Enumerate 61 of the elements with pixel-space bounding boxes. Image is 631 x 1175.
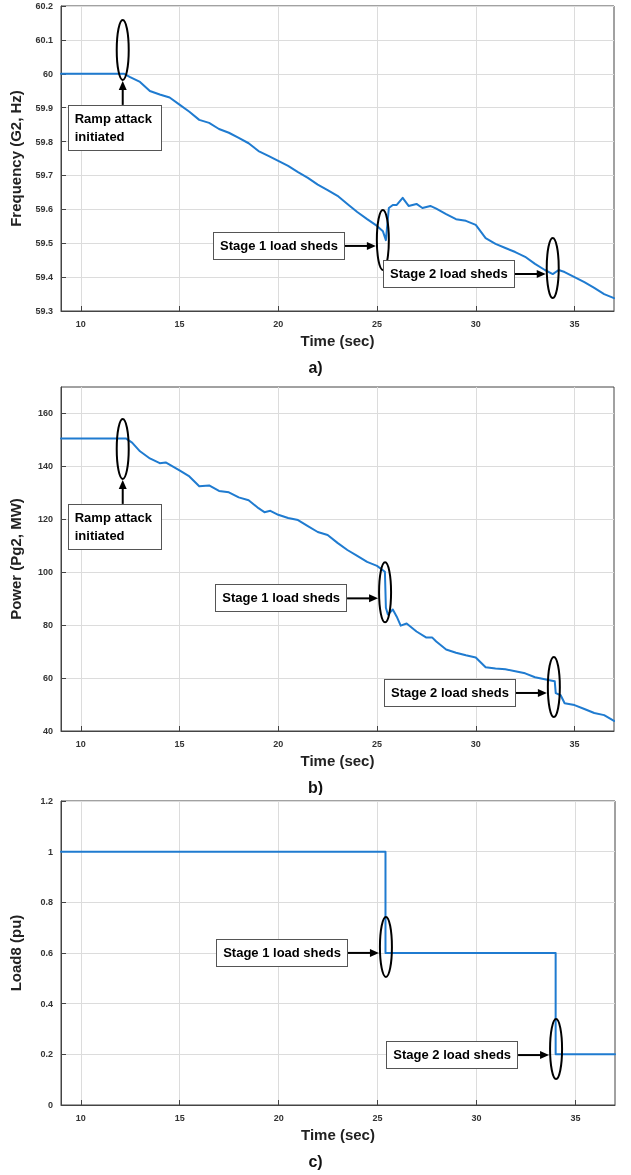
y-tick-label: 59.6: [35, 204, 53, 215]
x-tick-label: 15: [174, 318, 185, 329]
x-tick-label: 35: [569, 738, 580, 749]
y-tick-label: 1.2: [40, 796, 53, 806]
x-tick-label: 15: [174, 738, 185, 749]
y-tick-label: 120: [37, 514, 53, 525]
y-axis-title: Power (Pg2, MW): [7, 498, 24, 620]
x-tick-label: 35: [570, 1112, 581, 1123]
x-tick-label: 10: [75, 1112, 86, 1123]
y-axis-title: Load8 (pu): [7, 914, 24, 992]
x-tick-label: 30: [470, 738, 481, 749]
x-tick-label: 20: [273, 738, 284, 749]
annotation: Ramp attack initiated: [67, 503, 162, 550]
y-tick-label: 0.2: [40, 1049, 53, 1060]
annotation: Stage 1 load sheds: [216, 938, 348, 967]
text: a): [308, 358, 323, 376]
annotation: Stage 1 load sheds: [213, 231, 345, 260]
y-tick-label: 80: [42, 620, 53, 631]
annotation: Stage 2 load sheds: [384, 678, 516, 707]
y-tick-label: 59.9: [35, 102, 53, 113]
y-tick-label: 59.7: [35, 170, 53, 181]
annotation: Stage 2 load sheds: [386, 1041, 519, 1070]
x-tick-label: 20: [273, 318, 284, 329]
annotation: Stage 1 load sheds: [215, 584, 348, 613]
y-tick-label: 59.5: [35, 238, 53, 249]
y-tick-label: 0.8: [40, 897, 53, 908]
annotation: Ramp attack initiated: [67, 104, 162, 151]
annotation: Stage 2 load sheds: [382, 259, 515, 288]
line-series: [60, 72, 615, 300]
x-axis-title: Time (sec): [301, 1126, 375, 1143]
y-tick-label: 59.3: [35, 306, 53, 316]
y-tick-label: 59.4: [35, 272, 53, 283]
x-tick-label: 20: [273, 1112, 284, 1123]
x-tick-label: 10: [75, 318, 86, 329]
x-tick-label: 30: [471, 1112, 482, 1123]
text: b): [307, 778, 324, 796]
y-tick-label: 60.2: [35, 1, 53, 11]
x-tick-label: 30: [470, 318, 481, 329]
x-tick-label: 25: [371, 318, 383, 329]
y-tick-label: 0: [47, 1100, 53, 1110]
x-tick-label: 35: [569, 318, 580, 329]
y-axis-title: Frequency (G2, Hz): [7, 90, 24, 227]
y-tick-label: 0.4: [40, 998, 53, 1009]
x-axis-title: Time (sec): [300, 752, 375, 769]
x-tick-label: 10: [75, 738, 86, 749]
x-tick-label: 25: [372, 1112, 383, 1123]
x-axis-title: Time (sec): [300, 332, 375, 349]
y-tick-label: 60.1: [35, 34, 53, 45]
y-tick-label: 140: [37, 461, 53, 472]
text: c): [308, 1152, 323, 1170]
y-tick-label: 60: [42, 68, 53, 79]
y-tick-label: 160: [37, 408, 53, 419]
y-tick-label: 0.6: [40, 948, 53, 958]
y-tick-label: 60: [42, 673, 53, 684]
y-tick-label: 1: [47, 846, 53, 857]
x-tick-label: 15: [174, 1112, 185, 1123]
x-tick-label: 25: [371, 738, 383, 749]
y-tick-label: 100: [37, 567, 53, 578]
y-tick-label: 40: [42, 726, 53, 736]
y-tick-label: 59.8: [35, 136, 53, 147]
line-series: [60, 437, 615, 722]
